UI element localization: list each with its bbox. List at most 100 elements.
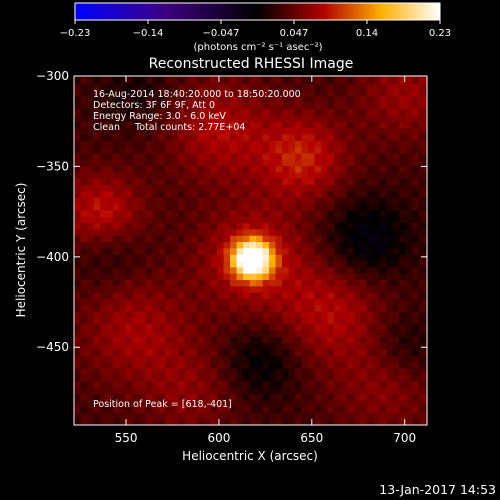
heatmap-cell — [405, 355, 413, 363]
heatmap-cell — [256, 216, 264, 224]
heatmap-cell — [373, 330, 381, 337]
heatmap-cell — [262, 285, 270, 293]
heatmap-cell — [87, 159, 95, 167]
heatmap-cell — [269, 197, 277, 205]
heatmap-cell — [373, 412, 381, 420]
heatmap-cell — [113, 273, 121, 281]
heatmap-cell — [314, 121, 322, 129]
heatmap-cell — [275, 76, 283, 78]
heatmap-cell — [353, 323, 361, 331]
heatmap-cell — [347, 203, 355, 211]
heatmap-cell — [321, 330, 329, 337]
heatmap-cell — [353, 418, 361, 425]
heatmap-cell — [113, 108, 121, 116]
heatmap-cell — [184, 260, 192, 268]
heatmap-cell — [184, 311, 192, 319]
heatmap-cell — [158, 190, 166, 198]
heatmap-cell — [275, 190, 283, 198]
heatmap-cell — [145, 133, 153, 141]
heatmap-cell — [373, 114, 381, 122]
heatmap-cell — [399, 76, 407, 84]
heatmap-cell — [392, 336, 400, 344]
heatmap-cell — [184, 330, 192, 337]
heatmap-cell — [347, 298, 355, 306]
heatmap-cell — [87, 89, 95, 97]
heatmap-cell — [100, 127, 108, 135]
heatmap-cell — [93, 241, 101, 249]
heatmap-cell — [223, 279, 231, 287]
heatmap-cell — [275, 76, 283, 84]
heatmap-cell — [165, 197, 173, 205]
heatmap-image — [74, 76, 427, 425]
heatmap-cell — [301, 133, 309, 141]
heatmap-cell — [301, 292, 309, 300]
heatmap-cell — [405, 83, 413, 91]
heatmap-cell — [158, 355, 166, 363]
heatmap-cell — [80, 317, 88, 325]
heatmap-cell — [210, 235, 218, 243]
heatmap-cell — [327, 323, 335, 331]
heatmap-cell — [236, 349, 244, 356]
heatmap-cell — [399, 146, 407, 154]
heatmap-cell — [392, 165, 400, 173]
heatmap-cell — [412, 355, 420, 363]
heatmap-cell — [373, 323, 381, 331]
heatmap-cell — [399, 127, 407, 135]
heatmap-cell — [184, 159, 192, 167]
heatmap-cell — [347, 216, 355, 224]
heatmap-cell — [243, 127, 251, 135]
heatmap-cell — [327, 355, 335, 363]
heatmap-cell — [249, 361, 257, 369]
heatmap-cell — [360, 146, 368, 154]
heatmap-cell — [340, 247, 348, 255]
heatmap-cell — [152, 241, 160, 249]
heatmap-cell — [288, 83, 296, 91]
heatmap-cell — [171, 399, 179, 407]
heatmap-cell — [184, 412, 192, 420]
heatmap-cell — [360, 273, 368, 281]
heatmap-cell — [373, 165, 381, 173]
heatmap-cell — [217, 127, 225, 135]
heatmap-cell — [405, 178, 413, 186]
heatmap-cell — [321, 342, 329, 350]
heatmap-cell — [171, 197, 179, 205]
heatmap-cell — [412, 298, 420, 306]
heatmap-cell — [204, 317, 212, 325]
heatmap-cell — [418, 127, 426, 135]
heatmap-cell — [139, 178, 147, 186]
heatmap-cell — [301, 184, 309, 192]
heatmap-cell — [373, 76, 381, 84]
heatmap-cell — [301, 374, 309, 382]
heatmap-cell — [412, 114, 420, 122]
heatmap-cell — [119, 393, 127, 401]
heatmap-cell — [340, 216, 348, 224]
heatmap-cell — [178, 393, 186, 401]
heatmap-cell — [80, 222, 88, 230]
heatmap-cell — [327, 127, 335, 135]
heatmap-cell — [412, 374, 420, 382]
heatmap-cell — [80, 178, 88, 186]
heatmap-cell — [308, 393, 316, 401]
heatmap-cell — [308, 336, 316, 344]
heatmap-cell — [386, 216, 394, 224]
heatmap-cell — [418, 159, 426, 167]
heatmap-cell — [184, 203, 192, 211]
heatmap-cell — [197, 374, 205, 382]
annotation-detectors: Detectors: 3F 6F 9F, Att 0 — [93, 100, 215, 111]
heatmap-cell — [360, 266, 368, 274]
heatmap-cell — [223, 323, 231, 331]
heatmap-cell — [119, 108, 127, 116]
heatmap-cell — [282, 349, 290, 356]
heatmap-cell — [256, 247, 264, 255]
heatmap-cell — [249, 190, 257, 198]
heatmap-cell — [275, 336, 283, 344]
heatmap-cell — [262, 368, 270, 375]
heatmap-cell — [204, 342, 212, 350]
heatmap-cell — [210, 273, 218, 281]
heatmap-cell — [262, 203, 270, 211]
heatmap-cell — [191, 380, 199, 388]
heatmap-cell — [256, 108, 264, 116]
heatmap-cell — [256, 342, 264, 350]
heatmap-cell — [405, 349, 413, 356]
heatmap-cell — [418, 190, 426, 198]
